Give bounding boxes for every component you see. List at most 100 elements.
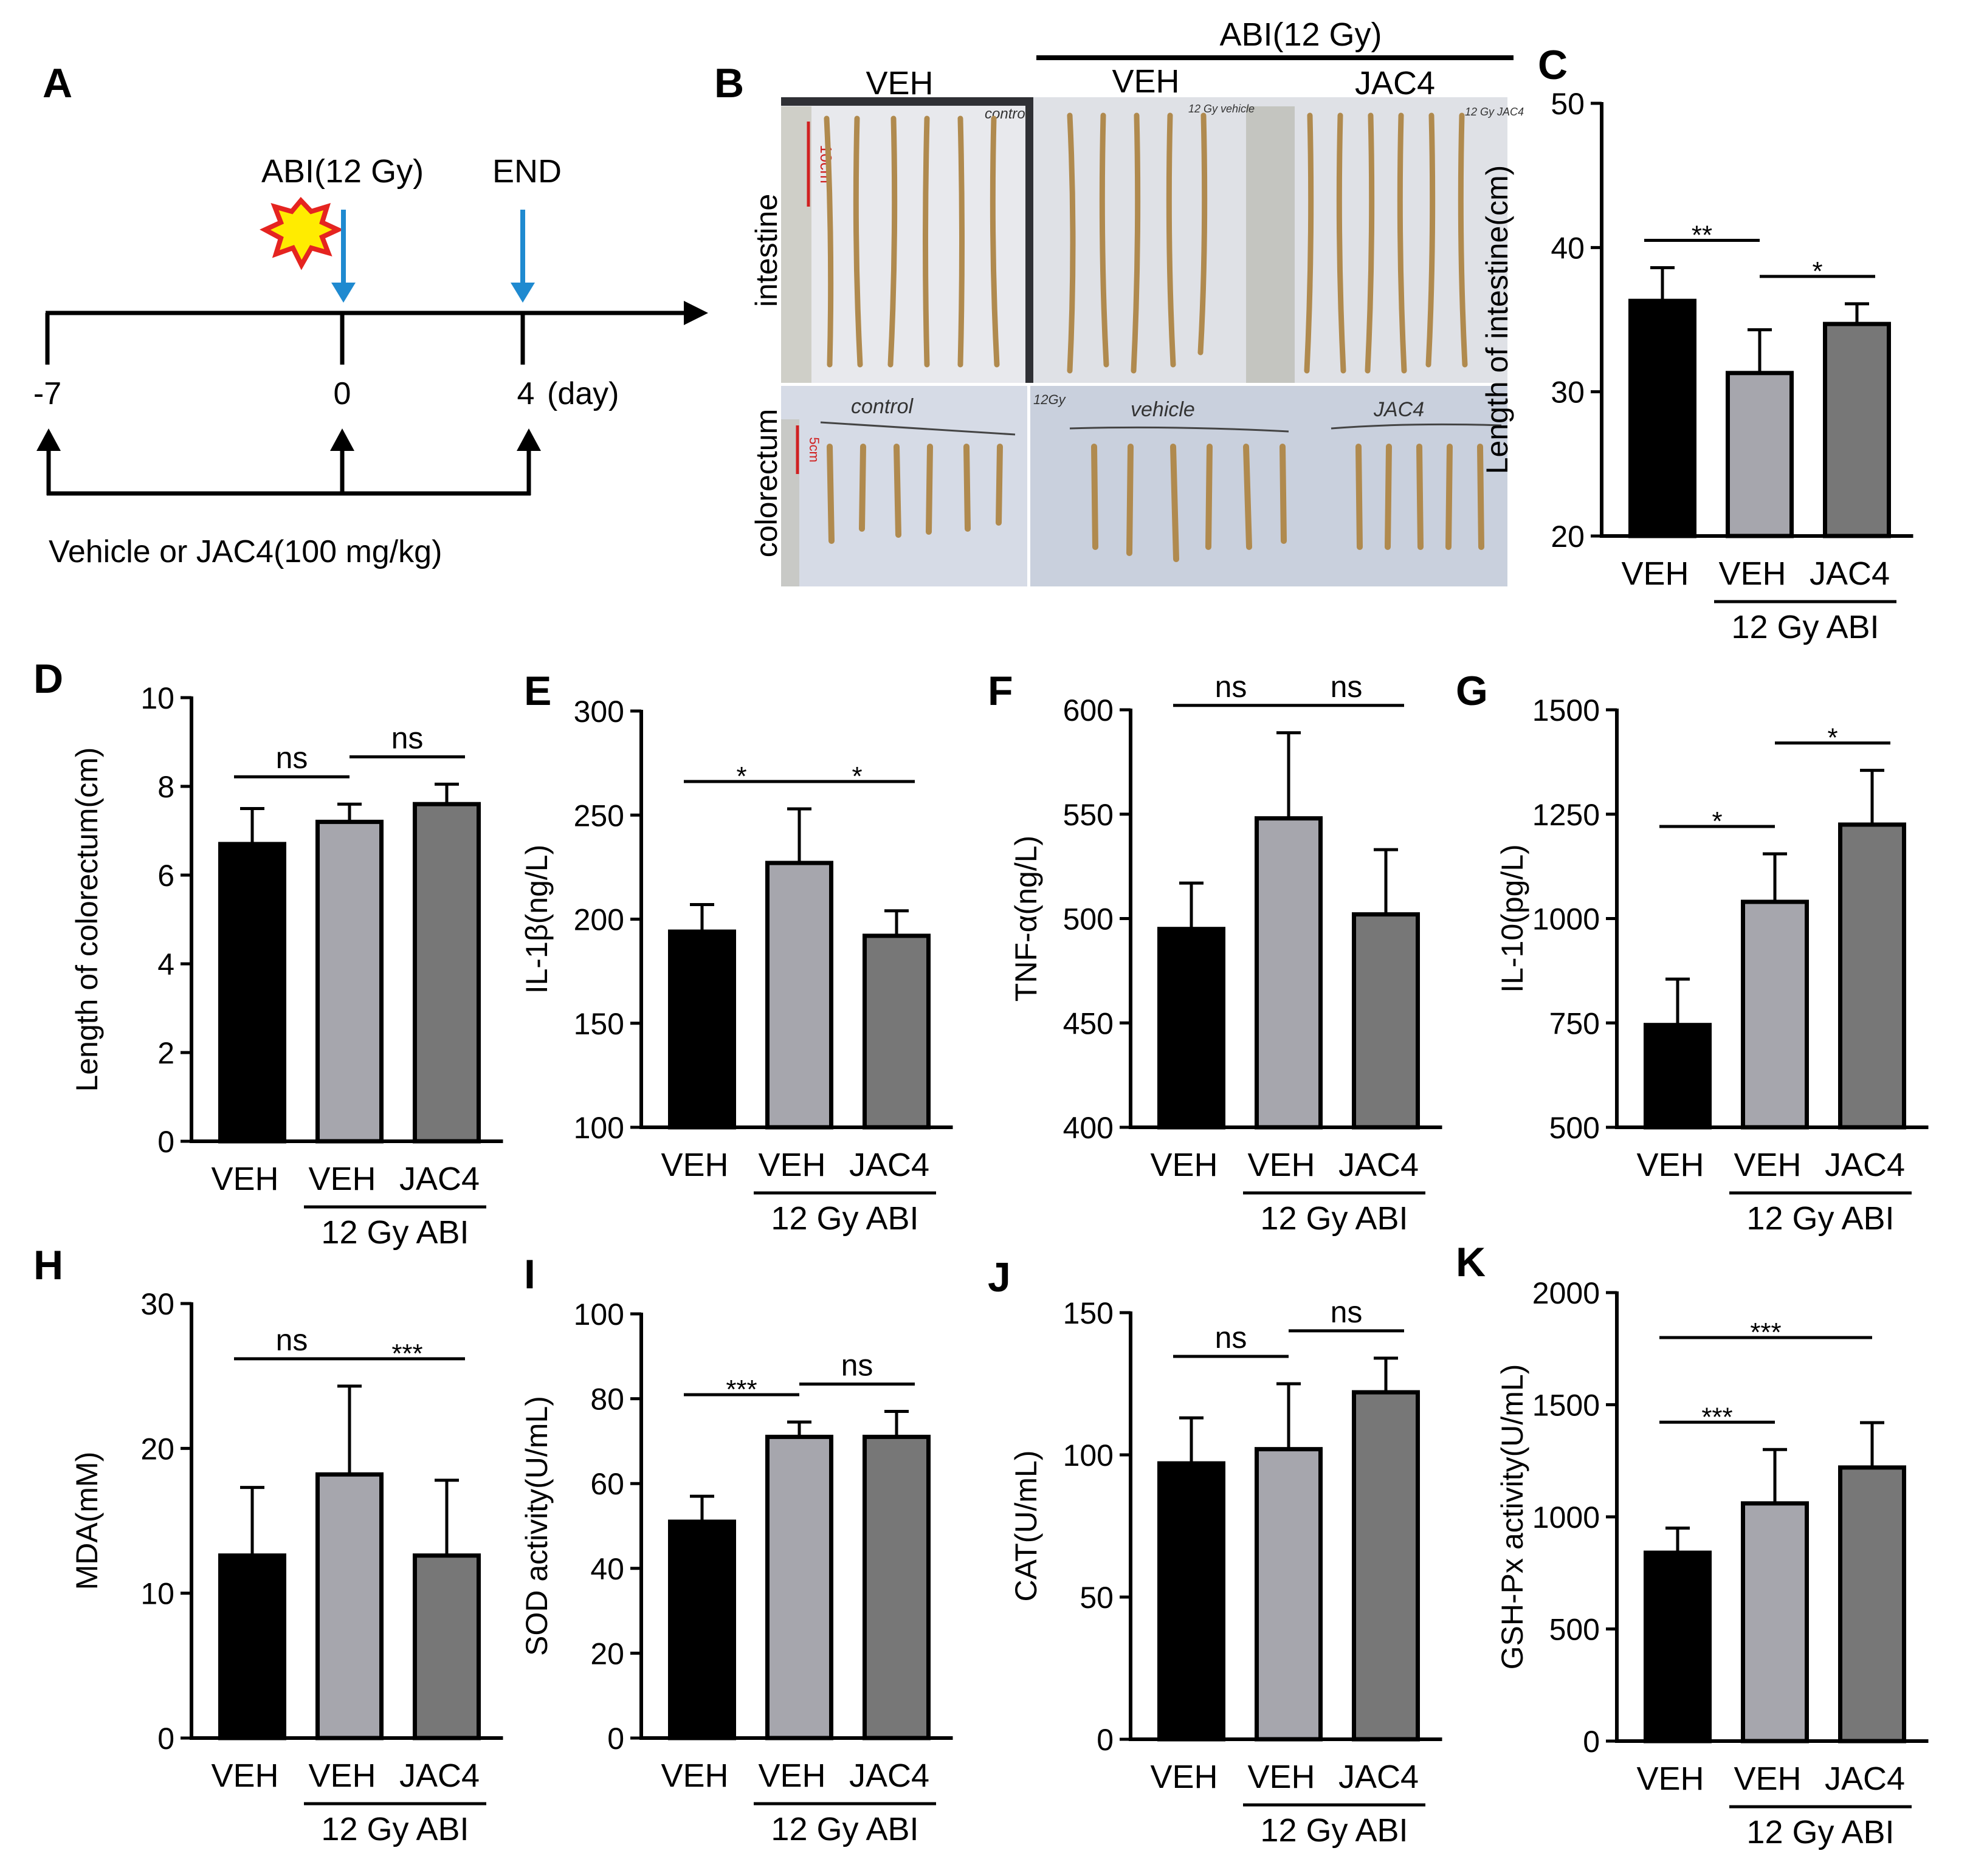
intestine-sample xyxy=(853,115,863,368)
bar xyxy=(413,802,481,1144)
y-tick-label: 1500 xyxy=(1532,693,1600,727)
abi-header: ABI(12 Gy) xyxy=(1219,16,1382,53)
day-label: (day) xyxy=(547,376,619,411)
significance-label: * xyxy=(736,761,746,791)
intestine-sample xyxy=(1067,112,1076,374)
bar xyxy=(1255,816,1323,1130)
intestine-sample xyxy=(957,115,965,368)
y-tick-label: 1500 xyxy=(1532,1389,1600,1423)
colorectum-sample xyxy=(1416,444,1424,550)
x-tick-label: VEH xyxy=(1247,1147,1315,1183)
intestine-sample xyxy=(1458,112,1468,368)
bar xyxy=(1628,298,1696,538)
group-label: 12 Gy ABI xyxy=(1260,1200,1408,1237)
intestine-samples-jac4 xyxy=(1304,112,1468,374)
significance-label: ns xyxy=(1215,670,1247,704)
colorectum-sample xyxy=(894,444,901,538)
y-tick-label: 20 xyxy=(1551,520,1585,554)
y-tick-label: 50 xyxy=(1080,1581,1114,1615)
x-tick-label: VEH xyxy=(1734,1761,1801,1797)
y-axis-title: Length of colorectum(cm) xyxy=(70,747,104,1092)
intestine-sample xyxy=(1166,112,1176,368)
x-tick-label: VEH xyxy=(1636,1761,1704,1797)
bar xyxy=(863,1434,931,1740)
colorectum-samples xyxy=(827,444,1484,562)
chart-panel-f: F 400 450 500 550 600 TNF-α(ng/L) VEH VEH JAC4 12 … xyxy=(988,668,1442,1237)
bar xyxy=(1741,899,1809,1130)
y-tick-label: 40 xyxy=(590,1552,624,1586)
panel-label: C xyxy=(1538,42,1568,88)
panel-a: A ABI(12 Gy) END -7 0 4 (day) Vehicle or… xyxy=(33,60,708,569)
group-label: 12 Gy ABI xyxy=(321,1811,469,1847)
note-12gy: 12Gy xyxy=(1033,392,1067,407)
chart-panel-g: G 500 750 1000 1250 1500 IL-10(pg/L) VEH VEH JAC4… xyxy=(1456,668,1929,1237)
tick-label: -7 xyxy=(33,376,61,411)
dose-arrow-head-icon xyxy=(517,428,541,451)
bar xyxy=(1838,822,1906,1130)
colorectum-sample xyxy=(963,444,971,532)
y-tick-label: 30 xyxy=(140,1287,174,1321)
x-tick-label: VEH xyxy=(661,1757,728,1794)
abi-label: ABI(12 Gy) xyxy=(261,153,424,190)
significance-label: * xyxy=(1712,806,1722,836)
significance-label: ** xyxy=(1692,221,1712,250)
x-tick-label: JAC4 xyxy=(1338,1759,1419,1795)
y-tick-label: 6 xyxy=(157,859,174,893)
y-tick-label: 0 xyxy=(157,1722,174,1756)
significance-label: ns xyxy=(1331,670,1363,704)
dose-arrow-head-icon xyxy=(330,428,354,451)
chart-panel-d: D 0 2 4 6 8 10 Length of colorectum(cm) VEH VEH JA… xyxy=(33,656,503,1251)
photo-border xyxy=(1025,97,1033,383)
y-tick-label: 1000 xyxy=(1532,1500,1600,1534)
y-tick-label: 20 xyxy=(140,1432,174,1466)
chart-panel-e: E 100 150 200 250 300 IL-1β(ng/L) VEH VEH JAC4 12 … xyxy=(520,668,953,1237)
panel-label: K xyxy=(1456,1239,1486,1285)
y-tick-label: 500 xyxy=(1063,902,1114,936)
colorectum-sample xyxy=(926,444,933,535)
bar xyxy=(315,1472,384,1740)
x-tick-label: JAC4 xyxy=(1810,555,1890,592)
note-jac4-bottom: JAC4 xyxy=(1373,398,1424,421)
chart-panel-i: I 0 20 40 60 80 100 SOD activity(U/mL) VEH VEH JAC… xyxy=(520,1251,953,1847)
group-label: 12 Gy ABI xyxy=(771,1200,918,1237)
intestine-samples-veh xyxy=(1067,112,1208,374)
intestine-sample xyxy=(1131,112,1141,374)
y-tick-label: 500 xyxy=(1549,1111,1600,1145)
bar xyxy=(1157,927,1225,1130)
panel-label: F xyxy=(988,668,1013,714)
tick-label: 0 xyxy=(334,376,351,411)
colorectum-sample xyxy=(1091,444,1098,550)
panel-label-b: B xyxy=(714,60,744,106)
y-tick-label: 1000 xyxy=(1532,902,1600,936)
y-tick-label: 0 xyxy=(1097,1723,1114,1757)
panel-label: H xyxy=(33,1242,63,1288)
colorectum-sample xyxy=(1243,444,1252,550)
y-axis-title: MDA(mM) xyxy=(70,1452,104,1590)
y-tick-label: 50 xyxy=(1551,87,1585,121)
significance-label: * xyxy=(852,761,862,791)
x-tick-label: JAC4 xyxy=(1338,1147,1419,1183)
chart-panel-k: K 0 500 1000 1500 2000 GSH-Px activity(U/mL) VE… xyxy=(1456,1239,1929,1850)
timeline-arrow-icon xyxy=(684,301,708,325)
y-tick-label: 30 xyxy=(1551,376,1585,410)
x-tick-label: VEH xyxy=(1734,1147,1801,1183)
bar xyxy=(1157,1461,1225,1742)
y-axis-title: Length of intestine(cm) xyxy=(1480,165,1514,475)
x-tick-label: JAC4 xyxy=(849,1147,929,1183)
colorectum-sample xyxy=(1126,444,1134,556)
x-tick-label: VEH xyxy=(308,1161,376,1197)
x-tick-label: VEH xyxy=(211,1161,278,1197)
note-jac4: 12 Gy JAC4 xyxy=(1465,106,1524,118)
y-tick-label: 40 xyxy=(1551,231,1585,265)
chart-panel-c: C 20 30 40 50 Length of intestine(cm) VEH VEH JA… xyxy=(1480,42,1913,645)
bar xyxy=(1741,1501,1809,1744)
col-veh-abi: VEH xyxy=(1112,63,1179,100)
bar xyxy=(1838,1465,1906,1744)
y-axis-title: IL-10(pg/L) xyxy=(1495,844,1529,993)
ruler xyxy=(1246,106,1295,383)
tick-label: 4 xyxy=(517,376,535,411)
intestine-sample xyxy=(923,115,930,368)
significance-label: * xyxy=(1827,723,1837,753)
x-tick-label: JAC4 xyxy=(399,1161,480,1197)
x-tick-label: VEH xyxy=(1718,555,1786,592)
